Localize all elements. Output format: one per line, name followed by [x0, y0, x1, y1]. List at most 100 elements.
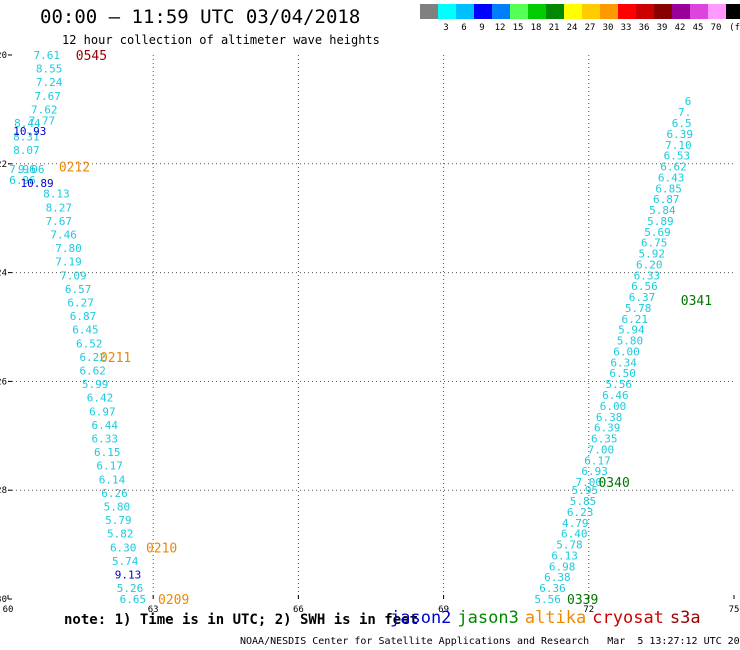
wave-height-value: 8.31 [13, 131, 40, 144]
scale-swatch [726, 4, 740, 19]
wave-height-value: 5.26 [117, 582, 144, 595]
lon-tick-label: 69 [438, 605, 449, 615]
wave-height-value: 7.80 [55, 242, 82, 255]
wave-height-value: 5.94 [618, 324, 645, 337]
scale-swatch [708, 4, 726, 19]
grid-lines [8, 55, 734, 599]
wave-height-value: 5.80 [617, 335, 644, 348]
scale-swatch [528, 4, 546, 19]
wave-height-value: 5.80 [104, 501, 131, 514]
wave-height-value: 6.52 [76, 337, 103, 350]
wave-height-value: 6.39 [667, 128, 694, 141]
wave-height-value: 6.33 [634, 269, 661, 282]
scale-label: 39 [656, 23, 668, 33]
pass-time-label: 0339 [567, 593, 598, 608]
scale-label: 15 [512, 23, 524, 33]
wave-height-value: 6.15 [94, 446, 121, 459]
wave-height-value: 6.37 [629, 291, 656, 304]
map-title: 00:00 – 11:59 UTC 03/04/2018 [40, 6, 361, 28]
scale-swatch [474, 4, 492, 19]
lat-tick-label: -24 [0, 269, 7, 279]
wave-height-value: 7.77 [29, 114, 56, 127]
wave-height-points: 7.618.557.247.677.627.778.448.318.077.96… [9, 49, 693, 606]
scale-label: 24 [566, 23, 578, 33]
wave-height-value: 6.85 [655, 182, 682, 195]
wave-height-value: 6.97 [89, 405, 116, 418]
wave-height-value: 7.24 [36, 76, 63, 89]
legend-jason2: jason2 [390, 608, 452, 628]
wave-height-value: 6.42 [87, 392, 114, 405]
pass-time-label: 0545 [76, 49, 107, 64]
scale-label: 42 [674, 23, 686, 33]
wave-height-value: 5.92 [638, 248, 665, 261]
wave-height-value: 6.38 [544, 571, 571, 584]
wave-height-value: 6.65 [120, 593, 147, 606]
pass-time-label: 0209 [158, 593, 189, 608]
wave-height-value: 6.20 [636, 258, 663, 271]
wave-height-value: 6.17 [96, 460, 123, 473]
note-text: note: 1) Time is in UTC; 2) SWH is in fe… [64, 612, 419, 628]
pass-time-label: 0210 [146, 541, 177, 556]
wave-height-value: 6.22 [79, 351, 106, 364]
legend-altika: altika [524, 608, 587, 628]
wave-height-value: 9.06 [18, 163, 45, 176]
wave-height-value: 6.33 [92, 433, 119, 446]
wave-height-value: 7.00 [588, 443, 615, 456]
wave-height-value: 5.79 [105, 514, 132, 527]
scale-label: 30 [602, 23, 614, 33]
scale-swatch [654, 4, 672, 19]
wave-height-value: 7.67 [34, 90, 61, 103]
pass-time-labels: 0545 0212 0211 0210 0209 0339 0340 0341 [59, 49, 712, 608]
wave-height-value: 10.89 [20, 177, 53, 190]
scale-label: 36 [638, 23, 650, 33]
wave-height-value: 6.56 [631, 280, 658, 293]
lon-tick-label: 63 [148, 605, 159, 615]
pass-time-label: 0212 [59, 161, 90, 176]
scale-label: 70 [710, 23, 722, 33]
lon-tick-label: 66 [293, 605, 304, 615]
wave-height-value: 6.87 [653, 193, 680, 206]
wave-height-value: 5.99 [82, 378, 109, 391]
wave-height-value: 6.14 [99, 473, 126, 486]
wave-height-value: 6.39 [594, 422, 621, 435]
wave-height-value: 7.19 [55, 256, 82, 269]
scale-swatch [672, 4, 690, 19]
scale-swatch [582, 4, 600, 19]
lat-tick-label: -28 [0, 486, 7, 496]
wave-height-value: 5.74 [112, 555, 139, 568]
footer-credit: NOAA/NESDIS Center for Satellite Applica… [240, 636, 740, 647]
wave-height-value: 6.13 [551, 549, 578, 562]
axis-ticks: 60 63 66 69 72 75 -20 -22 -24 -26 -28 -30 [0, 51, 739, 615]
wave-height-value: 8.13 [43, 188, 70, 201]
wave-height-value: 5.85 [570, 495, 597, 508]
wave-height-value: 6.93 [581, 465, 608, 478]
wave-height-value: 6.30 [110, 541, 137, 554]
scale-label: 33 [620, 23, 632, 33]
wave-height-value: 6.00 [600, 400, 627, 413]
wave-height-value: 8.27 [46, 201, 73, 214]
wave-height-value: 10.93 [13, 125, 46, 138]
pass-time-label: 0340 [598, 476, 629, 491]
scale-label: 3 [443, 23, 449, 33]
scale-swatch [438, 4, 456, 19]
wave-height-value: 6.35 [591, 433, 618, 446]
wave-height-value: 5.82 [107, 528, 134, 541]
wave-height-value: 7. [678, 106, 691, 119]
legend-s3a: s3a [669, 608, 701, 628]
scale-label: 21 [548, 23, 560, 33]
wave-height-value: 6 [685, 95, 692, 108]
wave-height-value: 5.78 [556, 539, 583, 552]
wave-height-value: 6.57 [65, 283, 92, 296]
wave-height-value: 6.43 [658, 171, 685, 184]
wave-height-value: 9.13 [115, 569, 142, 582]
wave-height-value: 6.21 [622, 313, 649, 326]
scale-swatch [546, 4, 564, 19]
wave-height-value: 5.56 [534, 593, 561, 606]
wave-height-value: 8.55 [36, 63, 63, 76]
wave-height-value: 6.50 [609, 367, 636, 380]
wave-height-value: 6.26 [101, 487, 128, 500]
wave-height-value: 7.96 [9, 163, 35, 176]
wave-height-value: 4.79 [562, 517, 589, 530]
scale-label: 45 [692, 23, 704, 33]
